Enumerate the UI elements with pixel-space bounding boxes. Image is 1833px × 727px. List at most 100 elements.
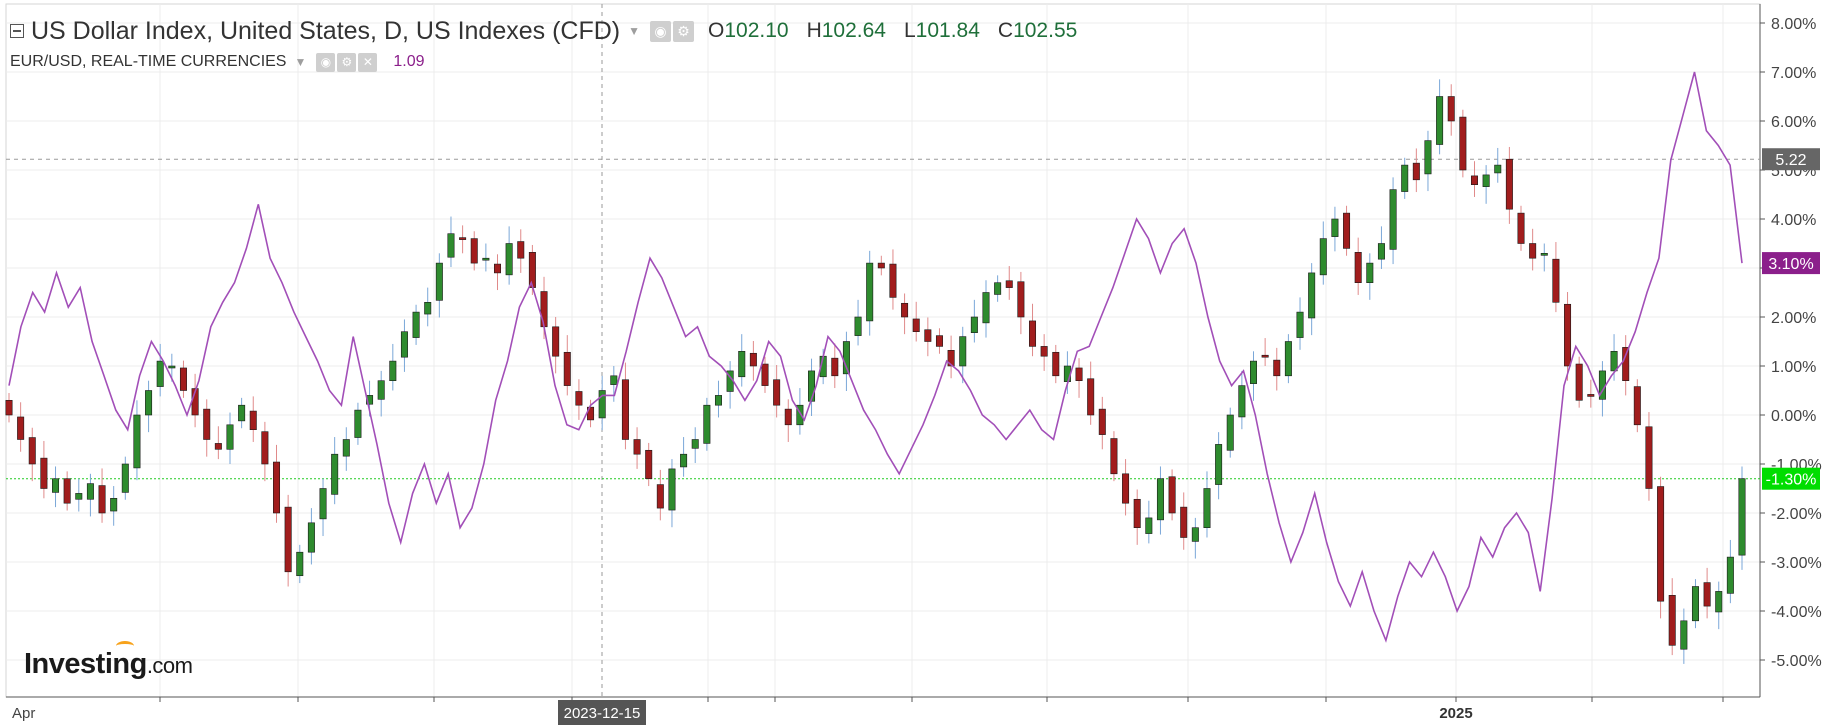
candle-body: [1203, 488, 1211, 529]
current-change-badge-bg: [1762, 467, 1820, 490]
y-tick-label: 7.00%: [1771, 65, 1816, 82]
candle-body: [1133, 498, 1141, 528]
candle-body: [389, 360, 397, 382]
close-value: 102.55: [1013, 19, 1078, 42]
candle-body: [528, 252, 536, 288]
candle-body: [1180, 506, 1188, 538]
candle-body: [970, 316, 978, 333]
candle-body: [435, 262, 443, 301]
collapse-icon[interactable]: [10, 24, 24, 38]
candle-body: [1657, 486, 1665, 602]
candle-body: [1017, 281, 1025, 318]
chevron-down-icon[interactable]: ▼: [294, 55, 307, 69]
candle-body: [133, 414, 141, 469]
candle-body: [1354, 252, 1362, 284]
candle-body: [459, 237, 467, 240]
candle-body: [1726, 556, 1734, 594]
y-tick-label: 1.00%: [1771, 359, 1816, 376]
comparison-badge-bg: [1762, 252, 1820, 275]
candle-body: [866, 262, 874, 322]
y-tick-label: -3.00%: [1771, 555, 1822, 572]
candle-body: [1191, 527, 1199, 542]
candle-body: [1552, 258, 1560, 303]
candle-body: [1540, 253, 1548, 256]
candle-body: [1517, 212, 1525, 244]
candle-body: [1494, 164, 1502, 174]
candle-body: [354, 409, 362, 438]
candle-body: [1122, 473, 1130, 504]
gear-icon[interactable]: ⚙: [337, 52, 357, 72]
candle-body: [1005, 280, 1013, 288]
y-tick-label: -4.00%: [1771, 604, 1822, 621]
candle-body: [552, 326, 560, 357]
chart-title: US Dollar Index, United States, D, US In…: [31, 16, 621, 45]
candle-body: [784, 408, 792, 426]
candle-body: [982, 292, 990, 324]
candle-body: [610, 375, 618, 385]
candle-body: [1575, 363, 1583, 401]
candle-body: [901, 302, 909, 318]
candle-body: [1029, 320, 1037, 347]
candle-body: [1308, 272, 1316, 319]
y-tick-label: -2.00%: [1771, 506, 1822, 523]
candle-body: [447, 233, 455, 258]
candle-body: [17, 416, 25, 440]
candle-body: [691, 439, 699, 449]
comparison-label: EUR/USD, REAL-TIME CURRENCIES: [10, 53, 287, 70]
chevron-down-icon[interactable]: ▼: [628, 24, 640, 38]
candle-body: [1680, 620, 1688, 650]
candle-body: [889, 263, 897, 298]
eye-icon[interactable]: ◉: [316, 52, 336, 72]
y-tick-label: 6.00%: [1771, 114, 1816, 131]
candle-body: [1156, 478, 1164, 521]
candle-body: [1505, 158, 1513, 210]
candle-body: [1343, 212, 1351, 249]
candle-body: [714, 395, 722, 406]
reference-badge-bg: [1762, 148, 1820, 171]
comparison-badge: 3.10%: [1768, 256, 1813, 273]
candle-body: [1668, 595, 1676, 646]
candle-body: [377, 380, 385, 400]
candle-body: [761, 363, 769, 386]
candle-body: [540, 291, 548, 328]
candle-body: [1564, 303, 1572, 367]
chart-header: US Dollar Index, United States, D, US In…: [10, 16, 1077, 46]
candle-body: [877, 262, 885, 269]
high-value: 102.64: [821, 19, 886, 42]
candle-body: [482, 257, 490, 261]
candle-body: [179, 367, 187, 391]
candle-body: [331, 453, 339, 495]
candle-body: [1377, 243, 1385, 260]
candle-body: [1424, 140, 1432, 175]
series-line-eurusd: [8, 71, 1743, 643]
candle-body: [1331, 218, 1339, 237]
candle-body: [935, 335, 943, 347]
candle-body: [598, 390, 606, 419]
candle-body: [924, 329, 932, 342]
candle-body: [342, 439, 350, 457]
candle-body: [749, 352, 757, 367]
current-change-badge: -1.30%: [1766, 472, 1817, 489]
eye-icon[interactable]: ◉: [650, 20, 671, 42]
candle-body: [98, 485, 106, 514]
candle-body: [1087, 378, 1095, 416]
close-icon[interactable]: ✕: [358, 52, 378, 72]
candle-body: [680, 453, 688, 468]
gear-icon[interactable]: ⚙: [673, 20, 694, 42]
candle-body: [412, 311, 420, 338]
candle-body: [273, 461, 281, 514]
x-tick-label: 2025: [1439, 705, 1472, 722]
candle-body: [656, 484, 664, 509]
candle-body: [1738, 478, 1746, 556]
candle-body: [284, 506, 292, 573]
candle-body: [1529, 243, 1537, 259]
candle-body: [493, 263, 501, 274]
candle-body: [1691, 586, 1699, 622]
candle-body: [424, 301, 432, 315]
candle-body: [1098, 408, 1106, 435]
candle-body: [296, 551, 304, 577]
candle-body: [145, 390, 153, 416]
candle-body: [1215, 444, 1223, 485]
candle-body: [75, 493, 83, 500]
candle-body: [249, 410, 257, 430]
